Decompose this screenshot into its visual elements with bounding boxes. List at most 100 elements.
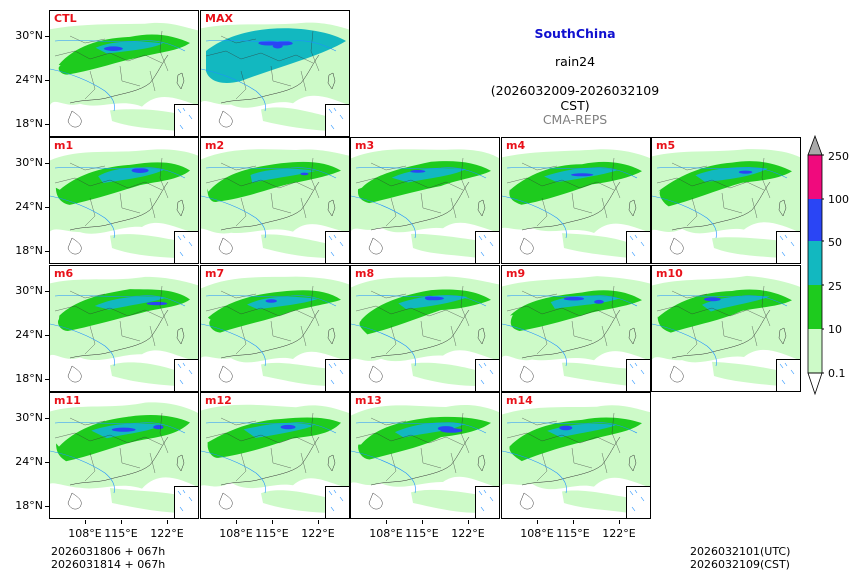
rain-map	[652, 275, 800, 386]
south-china-sea-inset	[475, 359, 499, 391]
light-rain-area	[110, 109, 180, 131]
latitude-tick	[45, 418, 49, 419]
coastline	[519, 181, 621, 255]
heavy-rain-area	[247, 296, 318, 310]
variable-title: rain24	[554, 54, 596, 69]
coastline	[368, 309, 470, 383]
light-rain-area	[411, 489, 481, 513]
province-borders	[355, 285, 470, 355]
south-china-sea-inset	[325, 359, 349, 391]
rain-map	[201, 404, 349, 513]
light-rain-area	[411, 362, 481, 386]
panel-m5: m5	[651, 137, 801, 264]
moderate-rain-area	[55, 162, 191, 205]
taiwan-outline	[778, 199, 787, 217]
panel-m13: m13	[350, 392, 500, 519]
taiwan-outline	[327, 72, 336, 90]
rain-map	[50, 149, 198, 258]
longitude-label: 122°E	[301, 527, 335, 540]
rain-map	[351, 276, 499, 386]
south-china-sea-inset	[325, 104, 349, 136]
latitude-label: 30°N	[15, 284, 43, 297]
rain-map	[351, 149, 499, 258]
light-rain-area	[712, 361, 782, 386]
rainstorm-cell	[424, 295, 435, 301]
rivers	[502, 422, 638, 494]
latitude-tick	[45, 124, 49, 125]
light-rain-area	[562, 490, 632, 513]
colorbar-label-50: 50	[828, 236, 842, 249]
rainstorm-cell	[280, 424, 296, 430]
taiwan-outline	[628, 454, 637, 472]
longitude-label: 115°E	[104, 527, 138, 540]
south-china-sea-inset	[174, 486, 198, 518]
longitude-tick	[272, 520, 273, 524]
longitude-label: 122°E	[602, 527, 636, 540]
rainstorm-cell	[153, 424, 164, 430]
colorbar-bin-25	[808, 285, 822, 329]
rivers	[50, 167, 186, 239]
rainstorm-cell	[258, 40, 280, 46]
latitude-tick	[45, 251, 49, 252]
longitude-label: 108°E	[369, 527, 403, 540]
province-borders	[205, 285, 320, 355]
longitude-label: 108°E	[219, 527, 253, 540]
province-borders	[355, 157, 470, 227]
coastline	[519, 309, 621, 383]
light-rain-area	[110, 362, 180, 386]
rivers	[502, 295, 638, 367]
rain-map	[502, 405, 650, 513]
panel-m4: m4	[501, 137, 651, 264]
latitude-tick	[45, 506, 49, 507]
latitude-label: 30°N	[15, 411, 43, 424]
light-rain-area	[411, 233, 481, 258]
colorbar-bin-50	[808, 241, 822, 285]
south-china-sea-inset	[174, 104, 198, 136]
longitude-tick	[318, 520, 319, 524]
light-rain-area	[562, 362, 632, 386]
south-china-sea-inset	[776, 231, 800, 263]
latitude-label: 24°N	[15, 200, 43, 213]
colorbar-label-0.1: 0.1	[828, 367, 846, 380]
light-rain-area	[110, 234, 180, 258]
rain-map	[652, 149, 800, 258]
latitude-tick	[45, 207, 49, 208]
panel-label: m10	[656, 267, 683, 280]
panel-label: m7	[205, 267, 225, 280]
south-china-sea-inset	[626, 486, 650, 518]
latitude-label: 18°N	[15, 372, 43, 385]
longitude-tick	[619, 520, 620, 524]
heavy-rain-area	[247, 40, 315, 57]
coastline	[67, 54, 169, 128]
panel-label: m4	[506, 139, 526, 152]
panel-label: m6	[54, 267, 74, 280]
light-rain-area	[110, 488, 180, 513]
latitude-label: 24°N	[15, 328, 43, 341]
rivers	[351, 422, 487, 494]
longitude-tick	[422, 520, 423, 524]
light-rain-area	[261, 362, 331, 386]
taiwan-outline	[176, 199, 185, 217]
province-borders	[506, 412, 621, 482]
taiwan-outline	[176, 454, 185, 472]
longitude-tick	[537, 520, 538, 524]
province-borders	[656, 157, 771, 227]
rainstorm-cell	[563, 296, 585, 301]
light-rain-area	[261, 234, 331, 258]
valid-time-cst: 2026032109(CST)	[690, 558, 790, 571]
system-title: CMA-REPS	[542, 112, 608, 127]
latitude-tick	[45, 379, 49, 380]
heavy-rain-area	[250, 168, 316, 183]
moderate-rain-area	[509, 417, 642, 462]
longitude-tick	[167, 520, 168, 524]
rainstorm-cell	[571, 173, 594, 177]
colorbar-label-100: 100	[828, 193, 849, 206]
latitude-label: 18°N	[15, 244, 43, 257]
coastline	[218, 181, 320, 255]
rivers	[201, 422, 337, 494]
rivers	[351, 167, 487, 239]
moderate-rain-area	[358, 416, 491, 460]
panel-label: m5	[656, 139, 676, 152]
latitude-label: 24°N	[15, 73, 43, 86]
coastline	[368, 181, 470, 255]
